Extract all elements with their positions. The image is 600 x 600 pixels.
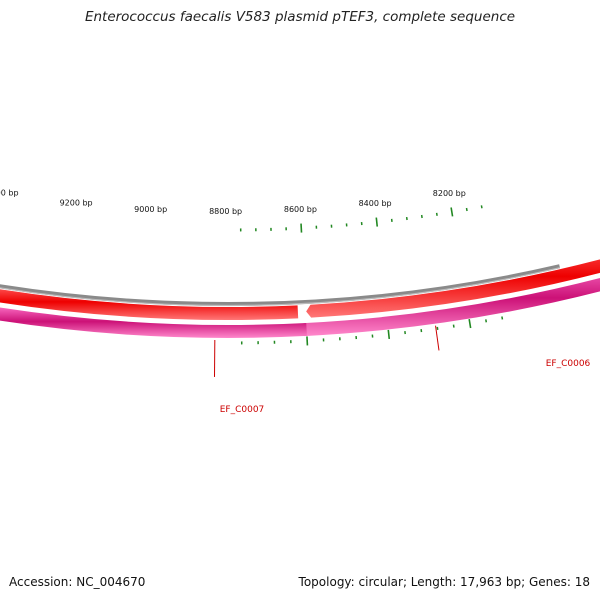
minor-tick: [465, 207, 468, 212]
plasmid-backbone: [0, 264, 561, 306]
gene-arrow-ef-c0007: [0, 289, 299, 320]
scale-labels: 8200 bp 8400 bp 8600 bp 8800 bp 9000 bp 9200 …: [0, 188, 466, 216]
gene-label: EF_C0006: [546, 359, 591, 369]
topology-summary: Topology: circular; Length: 17,963 bp; G…: [298, 575, 590, 589]
major-tick: [375, 217, 379, 227]
major-tick: [387, 329, 391, 339]
scale-label: 8800 bp: [209, 207, 242, 216]
scale-label: 8600 bp: [284, 205, 317, 214]
scale-label: 8200 bp: [433, 189, 466, 198]
inner-scale-ticks: [240, 316, 504, 346]
outer-scale-ticks: [239, 205, 483, 233]
scale-label: 8400 bp: [359, 199, 392, 208]
minor-tick: [485, 319, 488, 323]
scale-label: 9200 bp: [60, 199, 93, 208]
gene-annotation-ef-c0007: [0, 307, 307, 338]
major-tick: [450, 207, 454, 217]
gene-arrow-ef-c0006: [306, 259, 600, 318]
minor-tick: [501, 316, 504, 320]
plasmid-backbone-highlight: [0, 267, 561, 307]
gene-labels: EF_C0006 EF_C0007: [214, 325, 591, 415]
map-title: Enterococcus faecalis V583 plasmid pTEF3…: [84, 9, 516, 25]
accession-text: Accession: NC_004670: [9, 575, 146, 589]
gene-label: EF_C0007: [220, 405, 265, 415]
major-tick: [468, 318, 472, 329]
scale-label: 9400 bp: [0, 188, 19, 197]
scale-label: 9000 bp: [134, 205, 167, 214]
gene-annotation-ef-c0006: [303, 277, 600, 337]
gene-features: [0, 259, 600, 338]
gene-leader-line: [435, 325, 440, 351]
minor-tick: [480, 205, 483, 209]
